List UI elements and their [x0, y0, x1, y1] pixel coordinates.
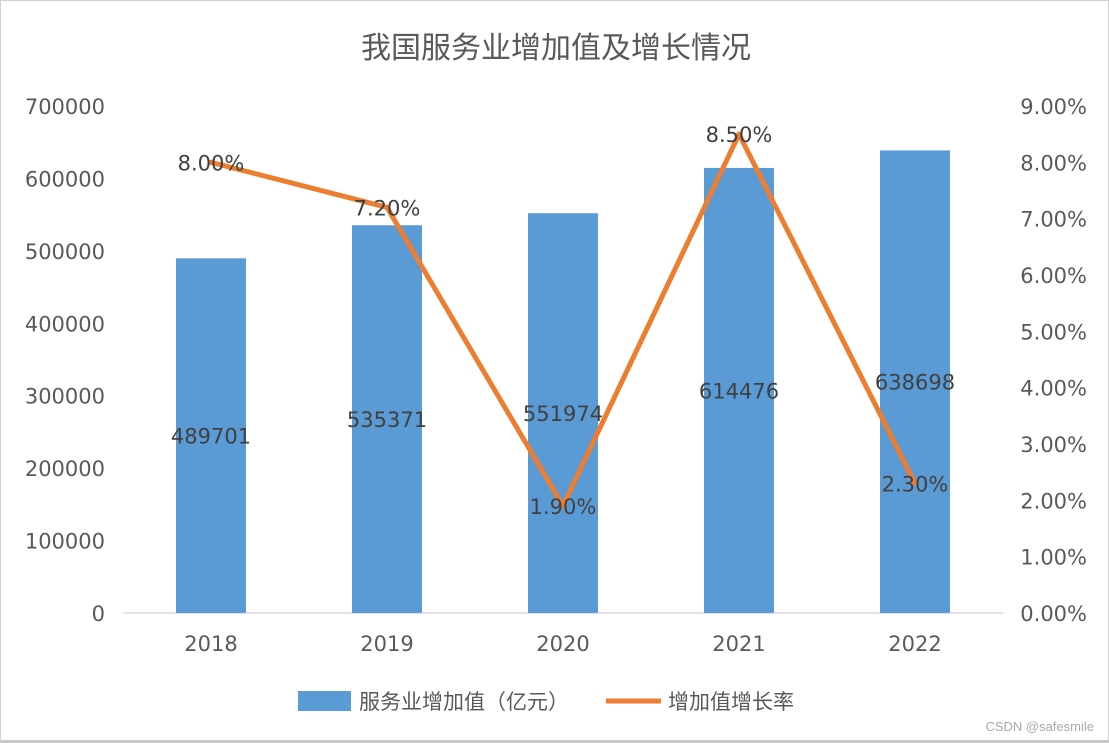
bar-data-label: 614476	[699, 379, 779, 403]
line-point	[912, 480, 918, 486]
line-point	[560, 503, 566, 509]
right-axis-tick-label: 9.00%	[1020, 95, 1087, 119]
right-axis-tick-label: 3.00%	[1020, 433, 1087, 457]
x-axis-tick-label: 2018	[184, 632, 237, 656]
left-axis-tick-label: 300000	[25, 385, 105, 409]
x-axis-tick-label: 2019	[360, 632, 413, 656]
line-point	[384, 204, 390, 210]
right-axis-tick-label: 6.00%	[1020, 264, 1087, 288]
watermark: CSDN @safesmile	[985, 719, 1094, 734]
right-axis-tick-label: 2.00%	[1020, 489, 1087, 513]
legend-bar-label: 服务业增加值（亿元）	[359, 690, 569, 714]
left-axis-tick-label: 200000	[25, 457, 105, 481]
legend-bar-swatch	[298, 691, 351, 711]
left-axis-tick-label: 700000	[25, 95, 105, 119]
bar-data-label: 638698	[875, 371, 955, 395]
left-axis-tick-label: 0	[92, 602, 105, 626]
x-axis-tick-label: 2020	[536, 632, 589, 656]
line-data-label: 8.00%	[178, 151, 245, 175]
x-axis-tick-label: 2021	[712, 632, 765, 656]
right-axis-tick-label: 5.00%	[1020, 320, 1087, 344]
x-axis-tick-label: 2022	[888, 632, 941, 656]
right-axis-tick-label: 7.00%	[1020, 208, 1087, 232]
left-axis-tick-label: 500000	[25, 240, 105, 264]
left-axis-tick-label: 400000	[25, 312, 105, 336]
right-axis-tick-label: 1.00%	[1020, 546, 1087, 570]
line-data-label: 1.90%	[530, 495, 597, 519]
line-point	[208, 159, 214, 165]
legend-line-label: 增加值增长率	[668, 690, 794, 714]
left-axis-tick-label: 600000	[25, 167, 105, 191]
left-axis-tick-label: 100000	[25, 530, 105, 554]
bar-data-label: 551974	[523, 402, 603, 426]
right-axis-tick-label: 8.00%	[1020, 151, 1087, 175]
line-data-label: 8.50%	[706, 123, 773, 147]
right-axis-tick-label: 0.00%	[1020, 602, 1087, 626]
line-data-label: 7.20%	[354, 196, 421, 220]
bar-data-label: 489701	[171, 425, 251, 449]
line-point	[736, 131, 742, 137]
bar	[352, 225, 422, 613]
bar-data-label: 535371	[347, 408, 427, 432]
right-axis-tick-label: 4.00%	[1020, 377, 1087, 401]
chart-title: 我国服务业增加值及增长情况	[361, 31, 751, 66]
line-data-label: 2.30%	[882, 472, 949, 496]
bar	[176, 258, 246, 613]
bar	[704, 167, 774, 613]
bar	[528, 213, 598, 613]
bar	[880, 150, 950, 614]
